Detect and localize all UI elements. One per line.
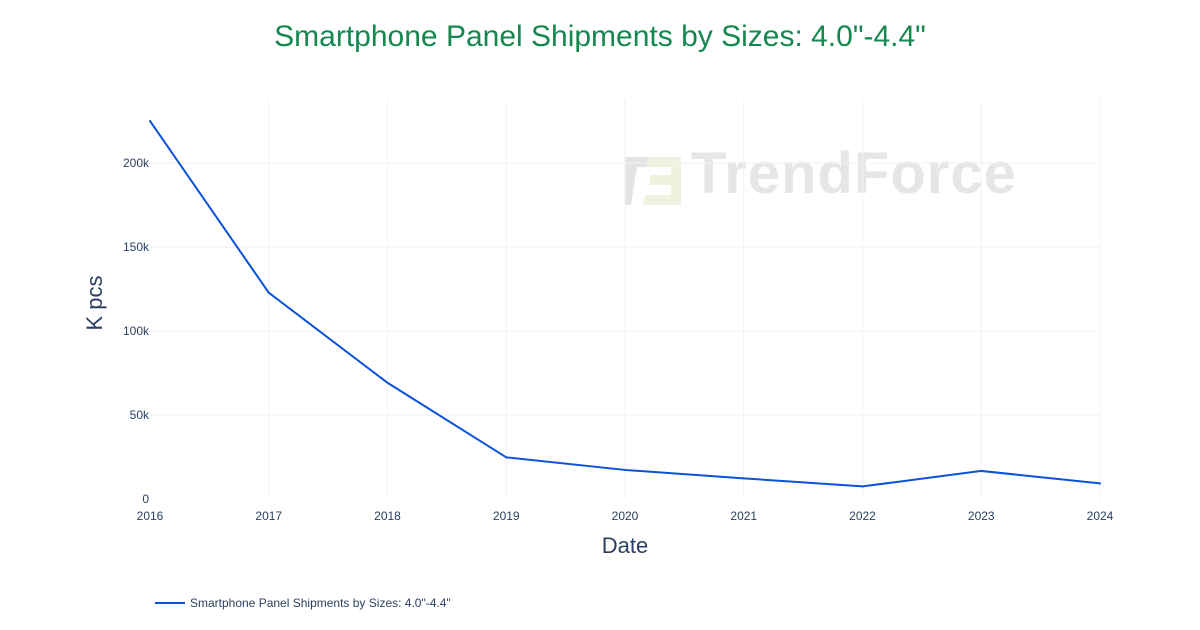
y-tick-label: 150k [123, 240, 150, 254]
x-tick-label: 2024 [1087, 509, 1114, 523]
data-point [386, 381, 389, 384]
data-point [861, 485, 864, 488]
x-axis-title: Date [602, 533, 648, 558]
x-tick-label: 2017 [255, 509, 282, 523]
y-tick-label: 100k [123, 324, 150, 338]
x-tick-label: 2020 [612, 509, 639, 523]
y-axis-title: K pcs [82, 275, 107, 330]
data-point [742, 477, 745, 480]
x-tick-label: 2016 [137, 509, 164, 523]
data-point [267, 291, 270, 294]
y-tick-label: 0 [142, 492, 149, 506]
trendforce-logo-icon [625, 151, 683, 205]
data-point [1099, 482, 1101, 485]
data-point [624, 468, 626, 471]
x-tick-label: 2019 [493, 509, 520, 523]
legend-label: Smartphone Panel Shipments by Sizes: 4.0… [190, 596, 451, 610]
data-point [149, 120, 151, 122]
legend[interactable]: Smartphone Panel Shipments by Sizes: 4.0… [155, 596, 451, 610]
x-tick-label: 2022 [849, 509, 876, 523]
data-point [980, 469, 983, 472]
x-tick-label: 2018 [374, 509, 401, 523]
trendforce-watermark-logo: TrendForce [625, 140, 1017, 207]
data-point [505, 456, 508, 459]
legend-line-swatch [155, 602, 185, 604]
x-tick-label: 2021 [730, 509, 757, 523]
y-tick-label: 50k [130, 408, 150, 422]
x-tick-label: 2023 [968, 509, 995, 523]
chart-title: Smartphone Panel Shipments by Sizes: 4.0… [274, 20, 926, 53]
y-tick-label: 200k [123, 156, 150, 170]
